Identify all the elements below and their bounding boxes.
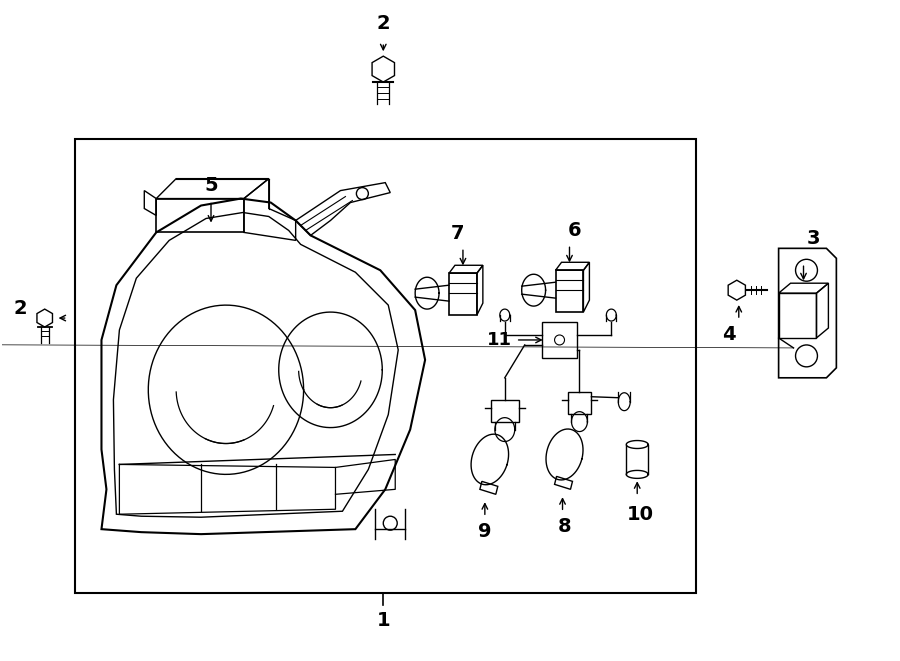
Text: 6: 6: [568, 221, 581, 240]
Text: 11: 11: [487, 331, 512, 349]
Text: 8: 8: [558, 517, 572, 535]
Text: 10: 10: [626, 505, 653, 524]
Text: 7: 7: [451, 224, 464, 243]
Bar: [491, 400, 518, 422]
Bar: [449, 273, 477, 315]
Text: 4: 4: [722, 325, 735, 344]
Bar: [555, 270, 583, 312]
Text: 9: 9: [478, 522, 491, 541]
Text: 2: 2: [14, 299, 28, 317]
Text: 2: 2: [376, 14, 390, 33]
Text: 3: 3: [806, 229, 820, 248]
Text: 1: 1: [376, 611, 390, 631]
Bar: [75, 139, 696, 593]
Text: 5: 5: [204, 176, 218, 195]
Bar: [568, 392, 591, 414]
Bar: [542, 322, 578, 358]
